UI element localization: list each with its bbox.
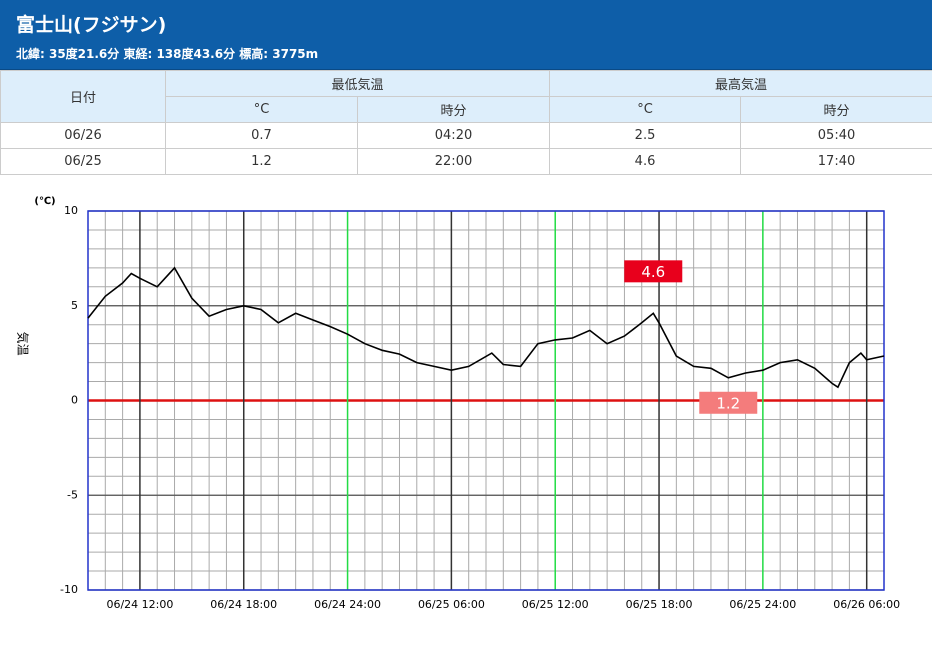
y-tick-label: 0 — [71, 394, 78, 407]
cell: 05:40 — [740, 122, 932, 149]
x-tick-label: 06/26 06:00 — [833, 598, 900, 611]
cell: 04:20 — [356, 122, 551, 149]
subtitle: 北緯: 35度21.6分 東経: 138度43.6分 標高: 3775m — [16, 47, 319, 61]
y-unit: (℃) — [34, 196, 55, 207]
y-axis-label: 気温 — [16, 332, 31, 356]
th: 時分 — [356, 96, 551, 123]
annotation-label: 4.6 — [641, 263, 665, 281]
temperature-line — [87, 266, 885, 389]
x-tick-label: 06/24 24:00 — [314, 598, 381, 611]
cell: 17:40 — [740, 148, 932, 175]
y-tick-label: -10 — [60, 583, 78, 596]
cell: 06/26 — [0, 122, 166, 149]
annotation-box — [624, 260, 683, 283]
row: 06/26 0.7 04:20 2.5 05:40 — [0, 122, 932, 149]
cell: 06/25 — [0, 148, 166, 175]
th: 日付 — [0, 70, 166, 123]
annotation-label: 1.2 — [716, 394, 740, 412]
y-tick-label: 5 — [71, 299, 78, 312]
annotation-box — [699, 391, 758, 414]
table: 日付 最低気温 最高気温 °C 時分 °C 時分 06/26 0.7 04:20 2.… — [0, 70, 932, 175]
x-tick-label: 06/25 12:00 — [522, 598, 589, 611]
cell: 0.7 — [165, 122, 358, 149]
x-tick-label: 06/25 06:00 — [418, 598, 485, 611]
cell: 1.2 — [165, 148, 358, 175]
x-tick-label: 06/24 12:00 — [106, 598, 173, 611]
th: °C — [549, 96, 742, 123]
x-tick-label: 06/25 18:00 — [626, 598, 693, 611]
th: 最低気温 — [164, 70, 551, 97]
cell: 2.5 — [549, 122, 742, 149]
th: °C — [165, 96, 358, 123]
x-tick-label: 06/24 18:00 — [210, 598, 277, 611]
y-tick-label: -5 — [67, 488, 78, 501]
y-tick-label: 10 — [64, 204, 78, 217]
cell: 4.6 — [549, 148, 742, 175]
x-tick-label: 06/25 24:00 — [729, 598, 796, 611]
chart: -10 -5 0 5 10 06/24 12:00 06/24 18:00 06/24 24:… — [16, 196, 901, 611]
th: 最高気温 — [549, 70, 932, 97]
th: 時分 — [740, 96, 932, 123]
table-body: 06/26 0.7 04:20 2.5 05:40 06/25 1.2 22:00 4.6 17:… — [0, 122, 932, 175]
title: 富士山(フジサン) — [16, 14, 167, 36]
cell: 22:00 — [356, 148, 551, 175]
plot-frame — [87, 210, 885, 591]
header: 富士山(フジサン) 北緯: 35度21.6分 東経: 138度43.6分 標高:… — [0, 0, 932, 70]
row: 06/25 1.2 22:00 4.6 17:40 — [0, 148, 932, 175]
